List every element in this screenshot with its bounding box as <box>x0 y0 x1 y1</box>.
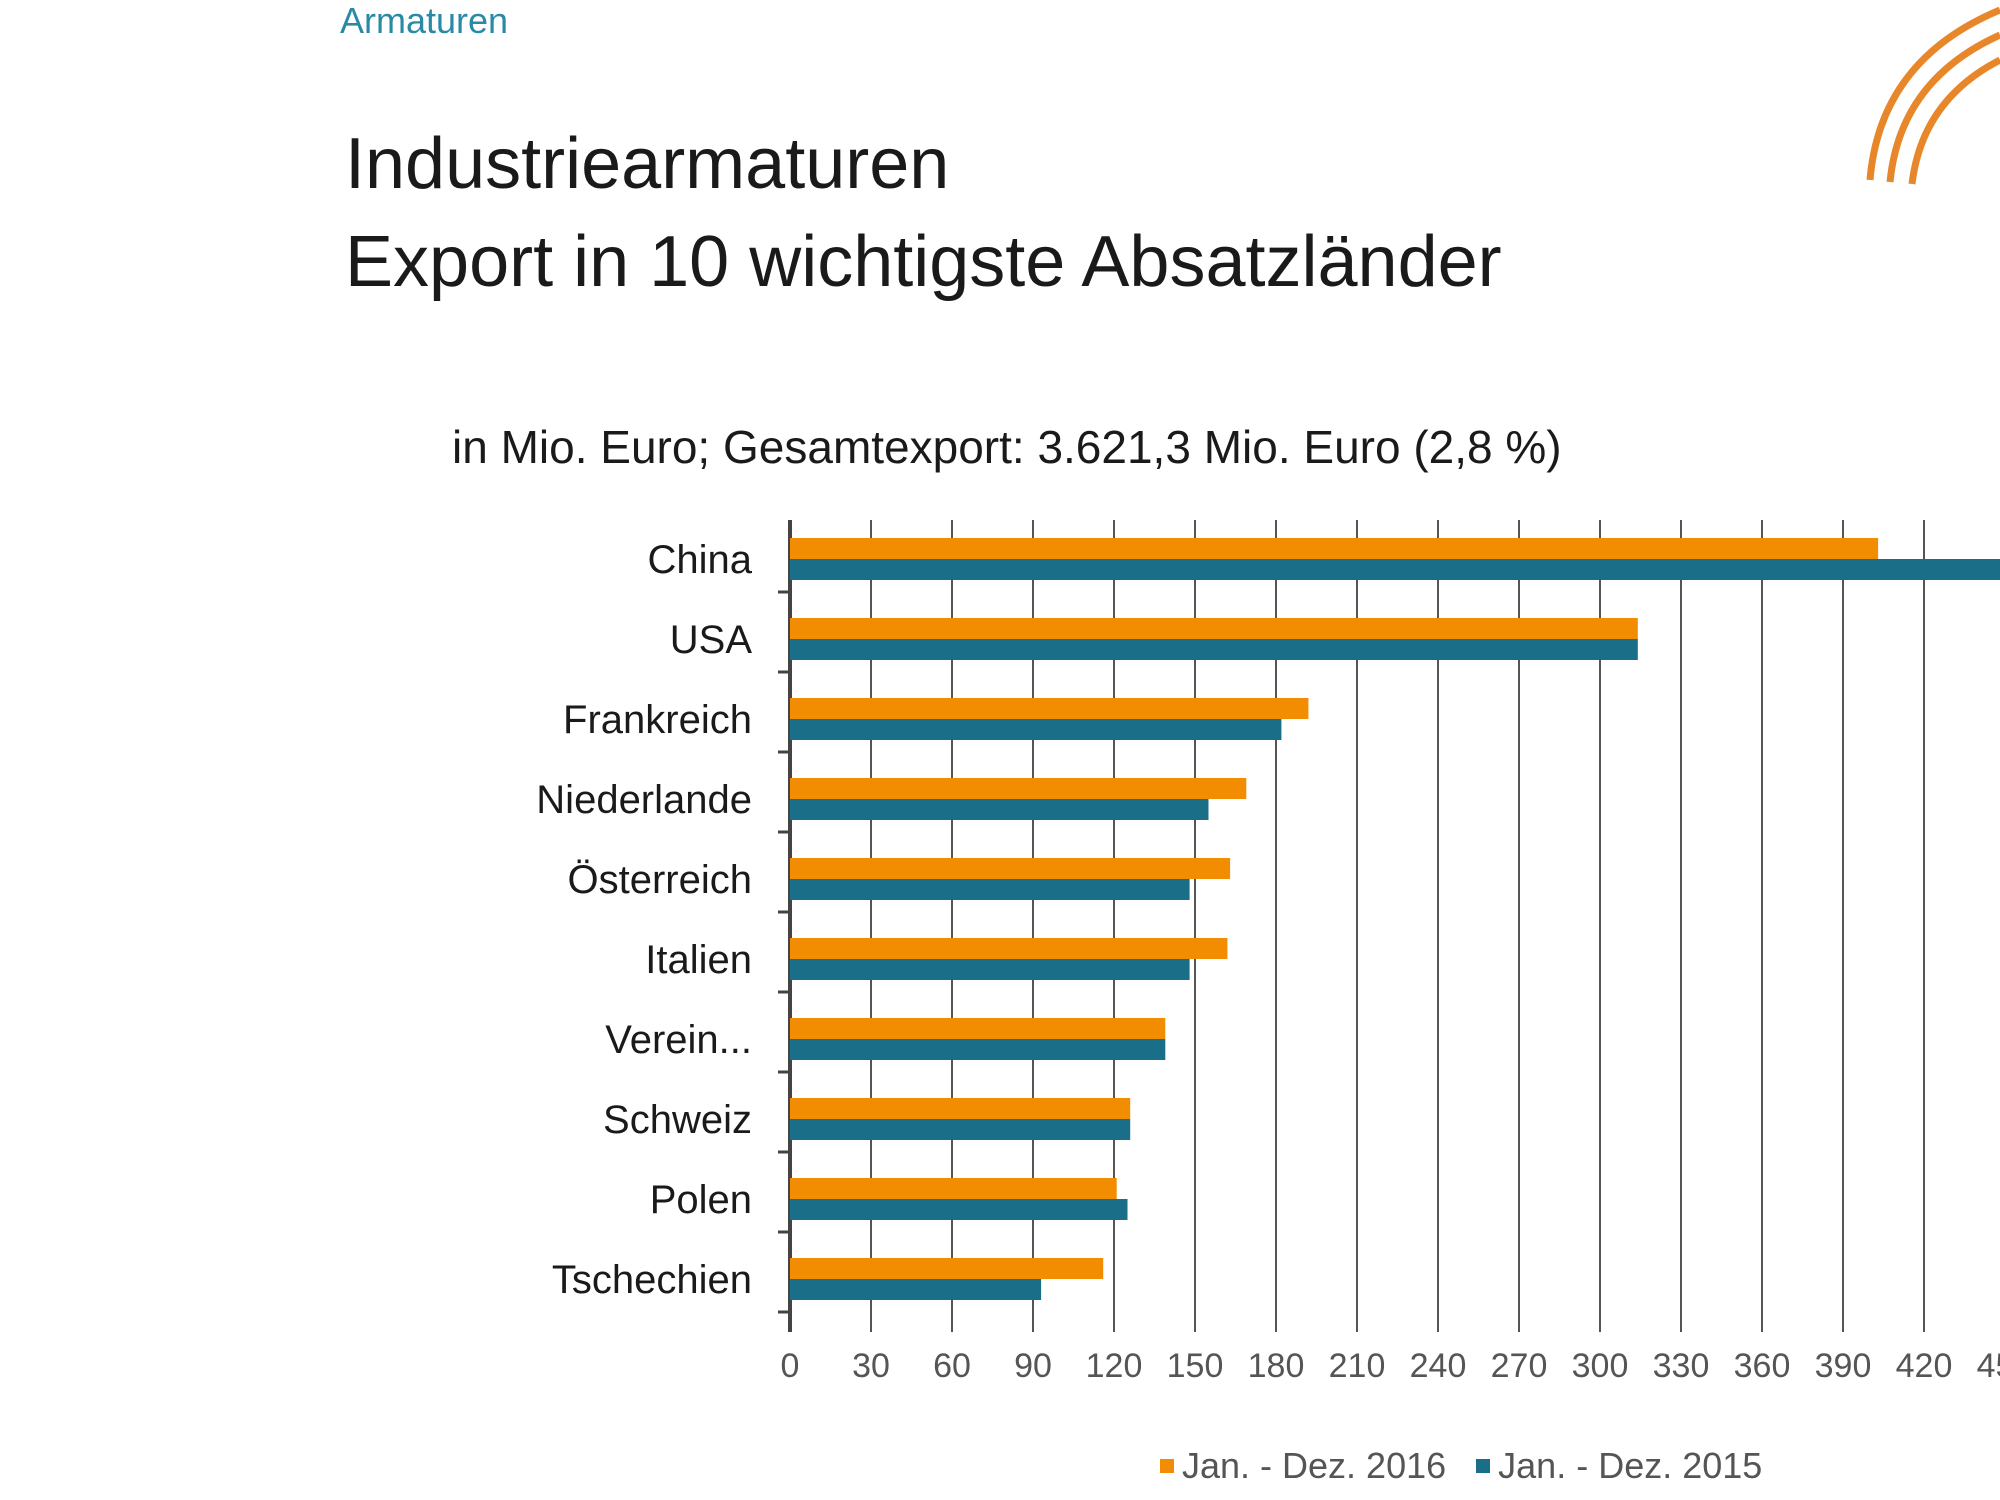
category-label: Schweiz <box>603 1098 752 1142</box>
x-tick-label: 450 <box>1977 1347 2000 1385</box>
x-tick-label: 60 <box>933 1347 971 1385</box>
bar-layer <box>790 538 2000 1300</box>
bar-2016-1 <box>790 618 1638 639</box>
bar-2015-0 <box>790 559 2000 580</box>
bar-2016-6 <box>790 1018 1166 1039</box>
bar-2016-9 <box>790 1258 1104 1279</box>
category-label: Tschechien <box>552 1258 752 1302</box>
x-tick-label: 240 <box>1410 1347 1467 1385</box>
legend-entry-2015: Jan. - Dez. 2015 <box>1476 1445 1762 1487</box>
x-tick-label: 30 <box>852 1347 890 1385</box>
bar-2015-2 <box>790 719 1282 740</box>
x-tick-label: 420 <box>1896 1347 1953 1385</box>
legend-label-2016: Jan. - Dez. 2016 <box>1182 1445 1447 1486</box>
tick-label-layer: 0 30 60 90 120 150 180 210 240 270 300 330 360 390 420… <box>781 1347 2000 1385</box>
bar-2015-3 <box>790 799 1209 820</box>
x-tick-label: 360 <box>1734 1347 1791 1385</box>
category-label: Italien <box>645 938 752 982</box>
bar-2016-7 <box>790 1098 1131 1119</box>
legend: Jan. - Dez. 2016 Jan. - Dez. 2015 <box>1160 1445 1792 1487</box>
bar-2015-8 <box>790 1199 1128 1220</box>
bar-2015-1 <box>790 639 1638 660</box>
bar-2015-7 <box>790 1119 1131 1140</box>
bar-2016-2 <box>790 698 1309 719</box>
category-label-layer: China USA Frankreich Niederlande Österreich I… <box>536 538 752 1302</box>
x-tick-label: 150 <box>1167 1347 1224 1385</box>
x-tick-label: 330 <box>1653 1347 1710 1385</box>
category-label: Verein... <box>605 1018 752 1062</box>
legend-swatch-2016 <box>1160 1459 1174 1473</box>
x-tick-label: 120 <box>1086 1347 1143 1385</box>
page-subtitle-heading: Export in 10 wichtigste Absatzländer <box>345 222 1502 302</box>
legend-label-2015: Jan. - Dez. 2015 <box>1498 1445 1763 1486</box>
x-tick-label: 210 <box>1329 1347 1386 1385</box>
bar-2015-9 <box>790 1279 1042 1300</box>
arc-swoosh-icon <box>1866 6 2000 185</box>
x-tick-label: 390 <box>1815 1347 1872 1385</box>
legend-entry-2016: Jan. - Dez. 2016 <box>1160 1445 1446 1487</box>
bar-2016-4 <box>790 858 1231 879</box>
bar-2015-6 <box>790 1039 1166 1060</box>
x-tick-label: 180 <box>1248 1347 1305 1385</box>
category-label: China <box>647 538 752 582</box>
bar-chart: China USA Frankreich Niederlande Österreich I… <box>536 520 2000 1385</box>
category-label: Polen <box>650 1178 752 1222</box>
bar-2015-5 <box>790 959 1190 980</box>
x-tick-label: 270 <box>1491 1347 1548 1385</box>
category-label: Österreich <box>568 858 753 902</box>
page-title: Industriearmaturen <box>345 124 950 204</box>
category-label: Frankreich <box>563 698 752 742</box>
x-tick-label: 0 <box>781 1347 800 1385</box>
bar-2016-5 <box>790 938 1228 959</box>
bar-2015-4 <box>790 879 1190 900</box>
category-label: USA <box>670 618 753 662</box>
bar-2016-3 <box>790 778 1247 799</box>
legend-swatch-2015 <box>1476 1459 1491 1473</box>
category-label: Niederlande <box>536 778 752 822</box>
bar-2016-8 <box>790 1178 1117 1199</box>
x-tick-label: 90 <box>1014 1347 1052 1385</box>
bar-2016-0 <box>790 538 1879 559</box>
x-tick-label: 300 <box>1572 1347 1629 1385</box>
chart-title: in Mio. Euro; Gesamtexport: 3.621,3 Mio.… <box>452 421 1562 473</box>
section-label: Armaturen <box>340 0 509 41</box>
